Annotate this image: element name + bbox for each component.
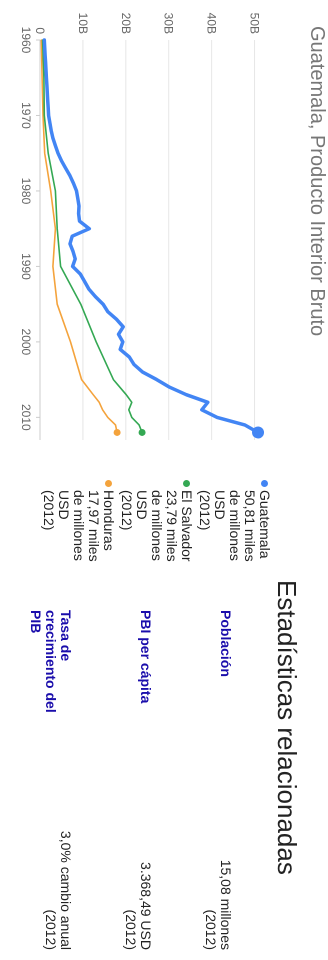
stat-year-text: (2012) <box>203 909 219 950</box>
series-endpoint-honduras[interactable] <box>113 428 121 436</box>
legend-dot-honduras <box>105 480 112 487</box>
series-line-guatemala[interactable] <box>42 38 260 435</box>
x-axis-ticks: 1960 1970 1980 1990 2000 2010 <box>19 27 33 431</box>
series-lines <box>40 38 265 439</box>
legend-name: Honduras <box>101 490 117 551</box>
grid-lines <box>36 39 256 440</box>
y-tick-label: 0 <box>33 27 47 34</box>
x-tick-label: 1990 <box>19 253 33 280</box>
series-line-honduras[interactable] <box>40 39 118 434</box>
legend-year: (2012) <box>119 490 135 531</box>
x-tick-label: 2000 <box>19 329 33 356</box>
y-tick-label: 20B <box>119 13 133 34</box>
stat-value-population: 15,08 millones (2012) <box>203 859 234 950</box>
legend-item-el-salvador[interactable]: El Salvador 23,79 miles de millones USD … <box>119 480 195 570</box>
legend-dot-el-salvador <box>183 480 190 487</box>
stat-year-text: (2012) <box>123 909 139 950</box>
stat-link-gdp-growth[interactable]: Tasa de crecimiento del PIB <box>28 610 74 713</box>
related-stats-heading: Estadísticas relacionadas <box>272 580 302 875</box>
legend-value: 23,79 miles de millones USD <box>134 490 180 562</box>
y-tick-label: 30B <box>162 13 176 34</box>
x-tick-label: 1970 <box>19 102 33 129</box>
stat-value-text: 3.368,49 USD <box>138 862 154 950</box>
stat-link-population[interactable]: Población <box>218 610 234 677</box>
y-tick-label: 50B <box>248 13 262 34</box>
legend-year: (2012) <box>41 490 57 531</box>
legend-value: 17,97 miles de millones USD <box>56 490 102 562</box>
y-axis-ticks: 0 10B 20B 30B 40B 50B <box>33 13 262 35</box>
legend-name: Guatemala <box>257 490 273 559</box>
legend-dot-guatemala <box>261 480 268 487</box>
stat-value-gdp-per-capita: 3.368,49 USD (2012) <box>123 862 154 950</box>
series-endpoint-guatemala[interactable] <box>252 426 265 439</box>
legend-name: El Salvador <box>179 490 195 562</box>
stat-value-text: 3,0% cambio anual <box>58 830 74 950</box>
legend-value: 50,81 miles de millones USD <box>212 490 258 562</box>
gdp-line-chart[interactable]: 1960 1970 1980 1990 2000 2010 0 10B 20B 30B 40B 50… <box>0 0 328 480</box>
x-tick-label: 2010 <box>19 404 33 431</box>
x-tick-label: 1980 <box>19 178 33 205</box>
legend-year: (2012) <box>197 490 213 531</box>
stat-value-text: 15,08 millones <box>218 859 234 950</box>
x-tick-label: 1960 <box>19 27 33 54</box>
series-line-el-salvador[interactable] <box>41 39 143 434</box>
stat-year-text: (2012) <box>43 909 59 950</box>
stat-link-gdp-per-capita[interactable]: PBI per cápita <box>138 610 154 704</box>
legend-item-guatemala[interactable]: Guatemala 50,81 miles de millones USD (2… <box>197 480 273 570</box>
series-endpoint-el-salvador[interactable] <box>138 428 146 436</box>
stat-value-gdp-growth: 3,0% cambio anual (2012) <box>43 830 74 950</box>
y-tick-label: 10B <box>76 13 90 34</box>
y-tick-label: 40B <box>205 13 219 34</box>
legend-item-honduras[interactable]: Honduras 17,97 miles de millones USD (20… <box>41 480 117 570</box>
